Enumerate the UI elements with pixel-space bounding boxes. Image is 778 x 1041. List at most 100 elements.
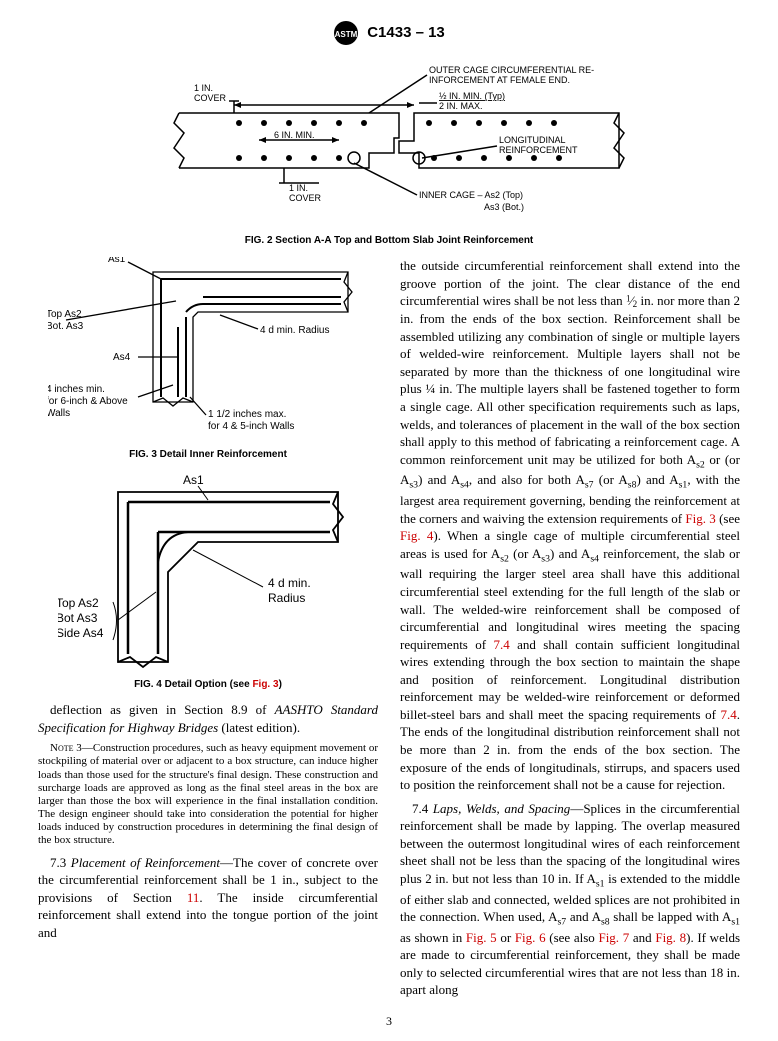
sec-title: Laps, Welds, and Spacing	[433, 801, 570, 816]
fig2-svg: OUTER CAGE CIRCUMFERENTIAL RE- INFORCEME…	[139, 63, 639, 228]
txt: (see also	[546, 930, 599, 945]
svg-text:4 d min. Radius: 4 d min. Radius	[260, 325, 329, 336]
svg-text:4 inches min.: 4 inches min.	[48, 384, 105, 395]
txt: as shown in	[400, 930, 466, 945]
fig2-caption: FIG. 2 Section A-A Top and Bottom Slab J…	[38, 234, 740, 248]
para-cont-73: the outside circumferential reinforcemen…	[400, 257, 740, 794]
doc-id: C1433 – 13	[367, 23, 445, 43]
svg-text:As4: As4	[113, 352, 131, 363]
note-3: Note 3—Construction procedures, such as …	[38, 742, 378, 848]
svg-text:6 IN. MIN.: 6 IN. MIN.	[274, 130, 315, 140]
svg-text:Top As2: Top As2	[58, 596, 99, 610]
fig4-caption: FIG. 4 Detail Option (see Fig. 3)	[38, 678, 378, 692]
fig4-svg: As1 4 d min. Radius Top As2 Bot As3	[58, 472, 358, 672]
fig4-cap-prefix: FIG. 4 Detail Option (see	[134, 679, 252, 690]
sub: s3	[541, 553, 550, 564]
svg-text:1 IN.: 1 IN.	[194, 83, 213, 93]
sec-title: Placement of Reinforcement	[71, 855, 220, 870]
txt: shall be lapped with A	[610, 909, 732, 924]
svg-text:INNER CAGE – As2 (Top): INNER CAGE – As2 (Top)	[419, 190, 523, 200]
txt: and A	[566, 909, 601, 924]
note-body: —Construction procedures, such as heavy …	[38, 742, 378, 846]
sub: s1	[596, 878, 605, 889]
columns: As1 4 d min. Radius	[38, 257, 740, 1005]
sec-7-4: 7.4 Laps, Welds, and Spacing—Splices in …	[400, 800, 740, 999]
txt: ) and A	[418, 472, 460, 487]
txt: and	[629, 930, 655, 945]
svg-text:REINFORCEMENT: REINFORCEMENT	[499, 145, 578, 155]
txt: , and also for both A	[469, 472, 585, 487]
sec-num: 7.4	[412, 801, 433, 816]
header: ASTM C1433 – 13	[38, 20, 740, 51]
txt: or	[497, 930, 515, 945]
svg-text:Walls: Walls	[48, 408, 70, 419]
figure-4: As1 4 d min. Radius Top As2 Bot As3	[38, 472, 378, 692]
link-sec-11[interactable]: 11	[187, 890, 200, 905]
fig3-caption: FIG. 3 Detail Inner Reinforcement	[38, 448, 378, 462]
txt: ) and A	[636, 472, 678, 487]
sub: s3	[409, 480, 418, 491]
svg-text:for 4 & 5-inch Walls: for 4 & 5-inch Walls	[208, 421, 294, 432]
svg-text:INFORCEMENT AT FEMALE END.: INFORCEMENT AT FEMALE END.	[429, 75, 570, 85]
txt: in. nor more than 2 in. from the ends of…	[400, 293, 740, 466]
astm-logo-icon: ASTM	[333, 20, 359, 46]
svg-text:Side As4: Side As4	[58, 626, 104, 640]
figure-2: OUTER CAGE CIRCUMFERENTIAL RE- INFORCEME…	[38, 63, 740, 248]
svg-text:½ IN. MIN. (Typ): ½ IN. MIN. (Typ)	[439, 91, 505, 101]
txt: (or A	[594, 472, 628, 487]
svg-text:As1: As1	[108, 257, 126, 265]
right-column: the outside circumferential reinforcemen…	[400, 257, 740, 1005]
frac-half: 1⁄2	[626, 293, 637, 308]
link-fig3[interactable]: Fig. 3	[685, 511, 715, 526]
svg-text:Radius: Radius	[268, 591, 305, 605]
sub: s4	[590, 553, 599, 564]
svg-text:1 IN.: 1 IN.	[289, 183, 308, 193]
fig3-svg: As1 4 d min. Radius	[48, 257, 368, 442]
figure-3: As1 4 d min. Radius	[38, 257, 378, 462]
svg-text:Top As2: Top As2	[48, 309, 82, 320]
sub: s4	[460, 480, 469, 491]
sub: s1	[731, 917, 740, 928]
link-fig6[interactable]: Fig. 6	[515, 930, 546, 945]
link-74b[interactable]: 7.4	[721, 707, 737, 722]
svg-text:COVER: COVER	[194, 93, 227, 103]
txt: ) and A	[550, 546, 590, 561]
page: ASTM C1433 – 13 OUTER CAGE CIRCUMFERENTI…	[0, 0, 778, 1041]
svg-text:As1: As1	[183, 473, 204, 487]
sub: s2	[696, 459, 705, 470]
svg-text:4 d min.: 4 d min.	[268, 576, 311, 590]
svg-text:As3 (Bot.): As3 (Bot.)	[484, 202, 524, 212]
svg-text:ASTM: ASTM	[335, 30, 358, 39]
para-deflection: deflection as given in Section 8.9 of AA…	[38, 701, 378, 736]
sub: s7	[557, 917, 566, 928]
txt: (latest edition).	[218, 720, 300, 735]
svg-text:Bot. As3: Bot. As3	[48, 321, 84, 332]
link-fig8[interactable]: Fig. 8	[655, 930, 686, 945]
txt: (see	[716, 511, 740, 526]
fig4-cap-link[interactable]: Fig. 3	[252, 679, 278, 690]
svg-text:Bot As3: Bot As3	[58, 611, 98, 625]
txt: deflection as given in Section 8.9 of	[50, 702, 275, 717]
svg-text:OUTER CAGE CIRCUMFERENTIAL RE-: OUTER CAGE CIRCUMFERENTIAL RE-	[429, 65, 594, 75]
sec-7-3: 7.3 Placement of Reinforcement—The cover…	[38, 854, 378, 942]
header-inner: ASTM C1433 – 13	[333, 20, 445, 46]
link-74a[interactable]: 7.4	[493, 637, 509, 652]
link-fig4[interactable]: Fig. 4	[400, 528, 433, 543]
sub: s2	[500, 553, 509, 564]
svg-text:for 6-inch & Above: for 6-inch & Above	[48, 396, 128, 407]
left-column: As1 4 d min. Radius	[38, 257, 378, 1005]
sub: s8	[601, 917, 610, 928]
sub: s7	[585, 480, 594, 491]
sub: s1	[679, 480, 688, 491]
link-fig5[interactable]: Fig. 5	[466, 930, 497, 945]
svg-text:2 IN. MAX.: 2 IN. MAX.	[439, 101, 483, 111]
fig4-cap-suffix: )	[279, 679, 282, 690]
svg-text:LONGITUDINAL: LONGITUDINAL	[499, 135, 566, 145]
svg-text:1 1/2 inches max.: 1 1/2 inches max.	[208, 409, 286, 420]
svg-text:COVER: COVER	[289, 193, 322, 203]
sec-num: 7.3	[50, 855, 71, 870]
note-label: Note 3	[50, 742, 82, 754]
txt: (or A	[509, 546, 541, 561]
page-number: 3	[0, 1013, 778, 1029]
link-fig7[interactable]: Fig. 7	[598, 930, 629, 945]
